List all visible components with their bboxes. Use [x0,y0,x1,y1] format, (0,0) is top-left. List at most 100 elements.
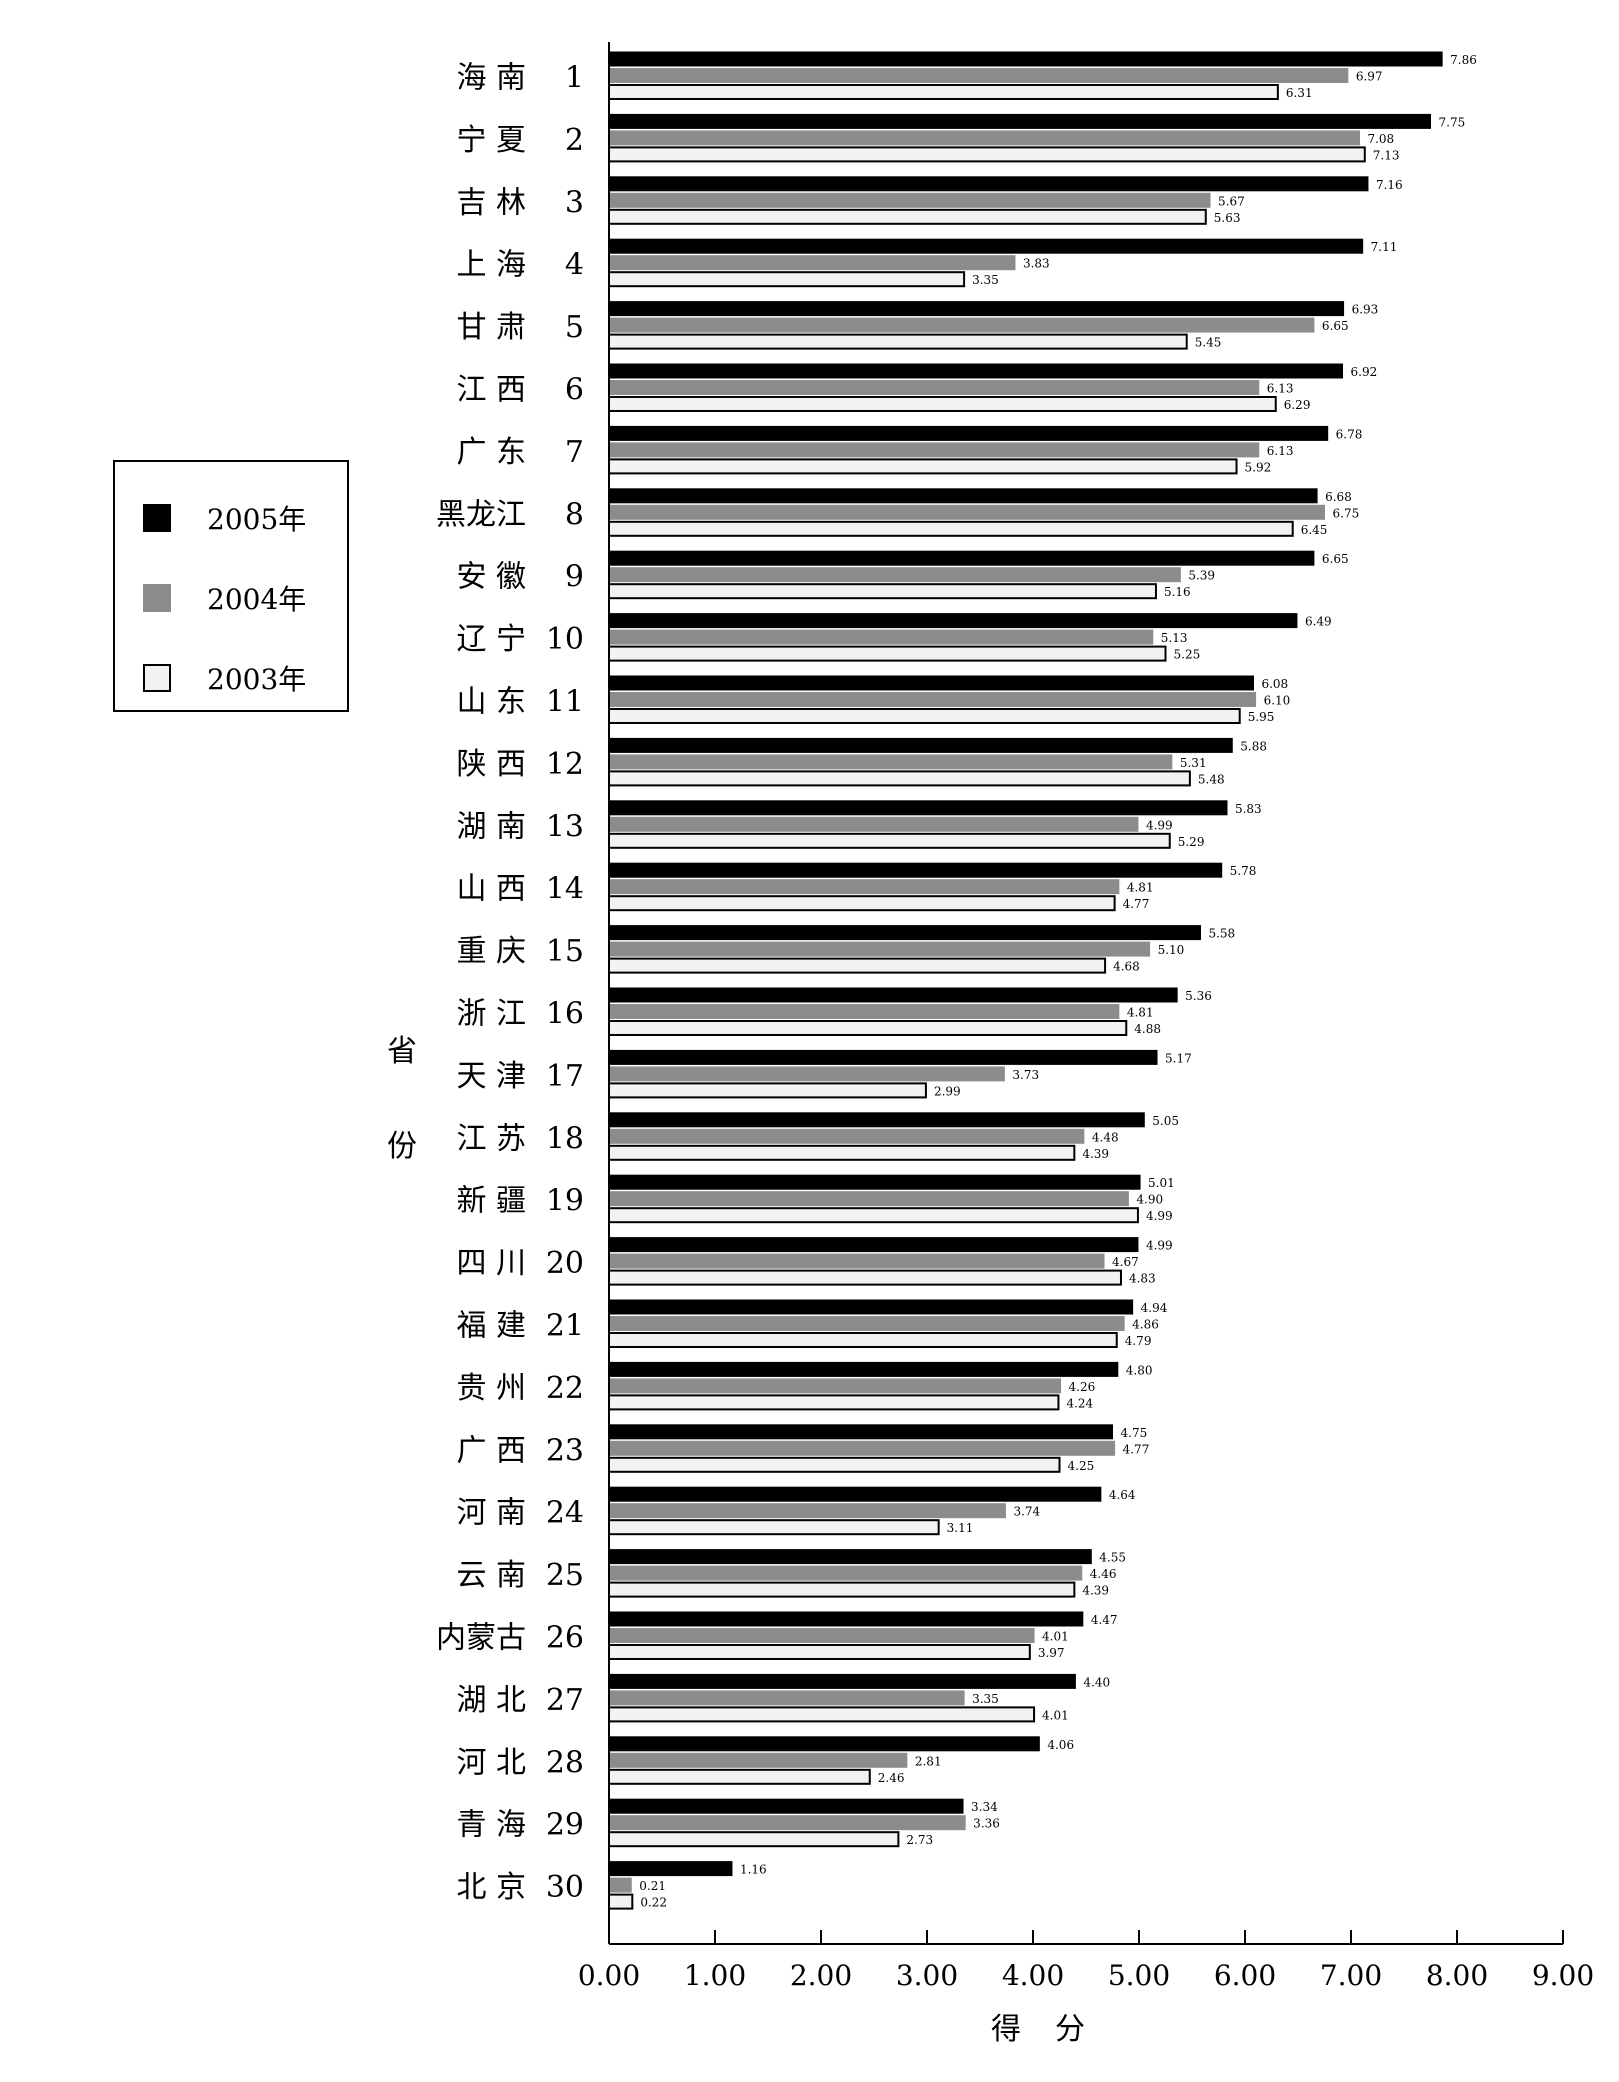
bar-2004 [608,1752,908,1768]
label-layer: 海 南 1 7.86 6.97 6.31 宁 夏 2 7.75 7.08 7.13 吉 林 3 7.16… [436,53,1477,1910]
data-label: 6.92 [1351,365,1378,379]
category-name: 重 庆 [456,934,526,969]
x-tick-label: 8.00 [1426,1959,1488,1992]
bar-2005 [608,1673,1076,1689]
data-label: 4.47 [1091,1613,1118,1627]
category-rank: 19 [546,1184,584,1219]
bar-2005 [608,862,1223,878]
bar-2005 [608,1299,1134,1315]
category-name: 北 京 [456,1870,526,1905]
data-label: 4.99 [1146,818,1173,832]
data-label: 2.99 [934,1084,961,1098]
bar-2003 [608,396,1277,412]
data-label: 6.10 [1264,694,1291,708]
category-name: 江 苏 [456,1121,526,1156]
bar-2005 [608,301,1345,317]
bar-2003 [608,1893,634,1910]
category-name: 天 津 [456,1059,526,1094]
data-label: 3.11 [947,1521,974,1535]
data-label: 4.39 [1082,1147,1109,1161]
category-name: 海 南 [456,61,526,96]
bar-2003 [608,832,1171,849]
bar-2003 [608,1831,900,1848]
bar-2005 [608,925,1201,941]
data-label: 4.68 [1113,960,1140,974]
category-rank: 10 [546,622,584,657]
bar-2005 [608,737,1233,753]
category-name: 黑龙江 [436,497,526,532]
bar-2004 [608,941,1151,957]
data-label: 7.13 [1373,148,1400,162]
data-label: 5.25 [1174,648,1201,662]
data-label: 5.92 [1245,460,1272,474]
category-name: 内蒙古 [436,1621,526,1656]
x-tick-label: 3.00 [896,1959,958,1992]
category-name: 山 东 [456,685,526,720]
data-label: 6.31 [1286,86,1313,100]
data-label: 4.90 [1136,1193,1163,1207]
data-label: 4.64 [1109,1488,1136,1502]
bar-2005 [608,1112,1145,1128]
bar-2005 [608,425,1329,441]
bar-2003 [608,84,1279,100]
data-label: 5.58 [1208,927,1235,941]
data-label: 5.39 [1188,569,1215,583]
bar-2005 [608,1174,1141,1190]
category-rank: 4 [565,248,584,283]
data-label: 4.75 [1121,1426,1148,1440]
data-label: 6.13 [1267,382,1294,396]
bar-2003 [608,1581,1076,1598]
category-rank: 9 [565,560,584,595]
y-axis-title-char-1: 省 [387,1034,417,1069]
data-label: 7.11 [1371,240,1398,254]
category-rank: 30 [546,1870,584,1905]
bar-2004 [608,1628,1035,1643]
category-rank: 23 [546,1433,584,1468]
data-label: 6.08 [1261,677,1288,691]
bar-2004 [608,1128,1085,1144]
bar-2005 [608,51,1443,67]
bar-2005 [608,176,1369,192]
bar-2004 [608,816,1139,832]
x-tick-label: 0.00 [578,1959,640,1992]
bar-2004 [608,504,1325,520]
legend-item-2005: 2005年 [143,498,306,538]
bar-2004 [608,567,1181,583]
data-label: 4.94 [1141,1301,1168,1315]
bar-2004 [608,68,1349,83]
data-label: 4.80 [1126,1363,1153,1377]
data-label: 4.83 [1129,1272,1156,1286]
category-name: 吉 林 [456,185,526,220]
bar-2005 [608,1237,1139,1253]
category-rank: 13 [546,809,584,844]
legend-label-2003: 2003年 [207,663,307,696]
bar-2004 [608,130,1360,146]
data-label: 4.81 [1127,1006,1154,1020]
bar-2005 [608,363,1344,379]
x-tick-label: 2.00 [790,1959,852,1992]
bar-2004 [608,1066,1005,1082]
category-rank: 2 [565,123,584,158]
data-label: 3.35 [972,273,999,287]
legend-item-2004: 2004年 [143,578,306,618]
category-rank: 5 [565,310,584,345]
bar-2005 [608,550,1315,566]
category-rank: 7 [565,435,584,470]
bar-2004 [608,442,1260,458]
data-label: 3.34 [971,1800,998,1814]
data-label: 5.05 [1152,1114,1179,1128]
category-name: 福 建 [456,1309,526,1344]
category-name: 甘 肃 [456,310,526,345]
category-rank: 6 [565,373,584,408]
y-axis-title-char-2: 份 [387,1129,417,1164]
bar-2005 [608,238,1364,254]
bar-2004 [608,1004,1120,1019]
data-label: 4.67 [1112,1255,1139,1269]
x-tick-label: 6.00 [1214,1959,1276,1992]
bar-2005 [608,613,1298,629]
legend-item-2003: 2003年 [143,658,306,698]
category-name: 河 北 [456,1745,526,1780]
data-label: 3.35 [972,1692,999,1706]
bar-2003 [608,208,1207,225]
bar-2005 [608,1486,1102,1502]
